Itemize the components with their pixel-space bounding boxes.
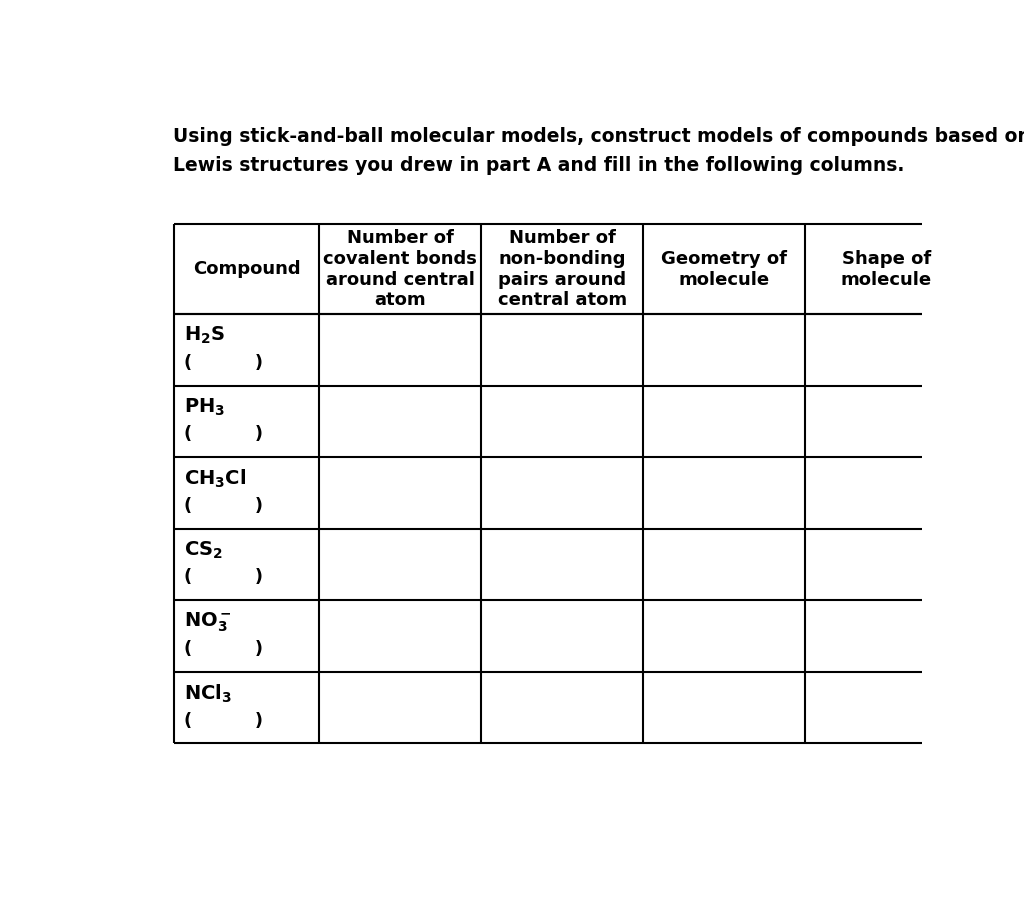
Text: (          ): ( ) (183, 568, 262, 587)
Text: (          ): ( ) (183, 425, 262, 444)
Text: $\mathbf{CS_2}$: $\mathbf{CS_2}$ (183, 539, 222, 561)
Text: $\mathbf{PH_3}$: $\mathbf{PH_3}$ (183, 396, 225, 418)
Text: Number of
non-bonding
pairs around
central atom: Number of non-bonding pairs around centr… (498, 229, 627, 310)
Text: $\mathbf{CH_3Cl}$: $\mathbf{CH_3Cl}$ (183, 467, 246, 490)
Text: Geometry of
molecule: Geometry of molecule (662, 250, 787, 289)
Text: Compound: Compound (193, 261, 300, 278)
Text: $\mathbf{NO_3^-}$: $\mathbf{NO_3^-}$ (183, 610, 231, 633)
Text: (          ): ( ) (183, 496, 262, 515)
Text: (          ): ( ) (183, 353, 262, 372)
Text: Number of
covalent bonds
around central
atom: Number of covalent bonds around central … (324, 229, 477, 310)
Text: $\mathbf{H_2S}$: $\mathbf{H_2S}$ (183, 325, 224, 346)
Text: Using stick-and-ball molecular models, construct models of compounds based on th: Using stick-and-ball molecular models, c… (173, 127, 1024, 146)
Text: $\mathbf{NCl_3}$: $\mathbf{NCl_3}$ (183, 682, 231, 704)
Text: (          ): ( ) (183, 640, 262, 658)
Text: (          ): ( ) (183, 711, 262, 730)
Text: Lewis structures you drew in part A and fill in the following columns.: Lewis structures you drew in part A and … (173, 157, 904, 175)
Text: Shape of
molecule: Shape of molecule (841, 250, 932, 289)
